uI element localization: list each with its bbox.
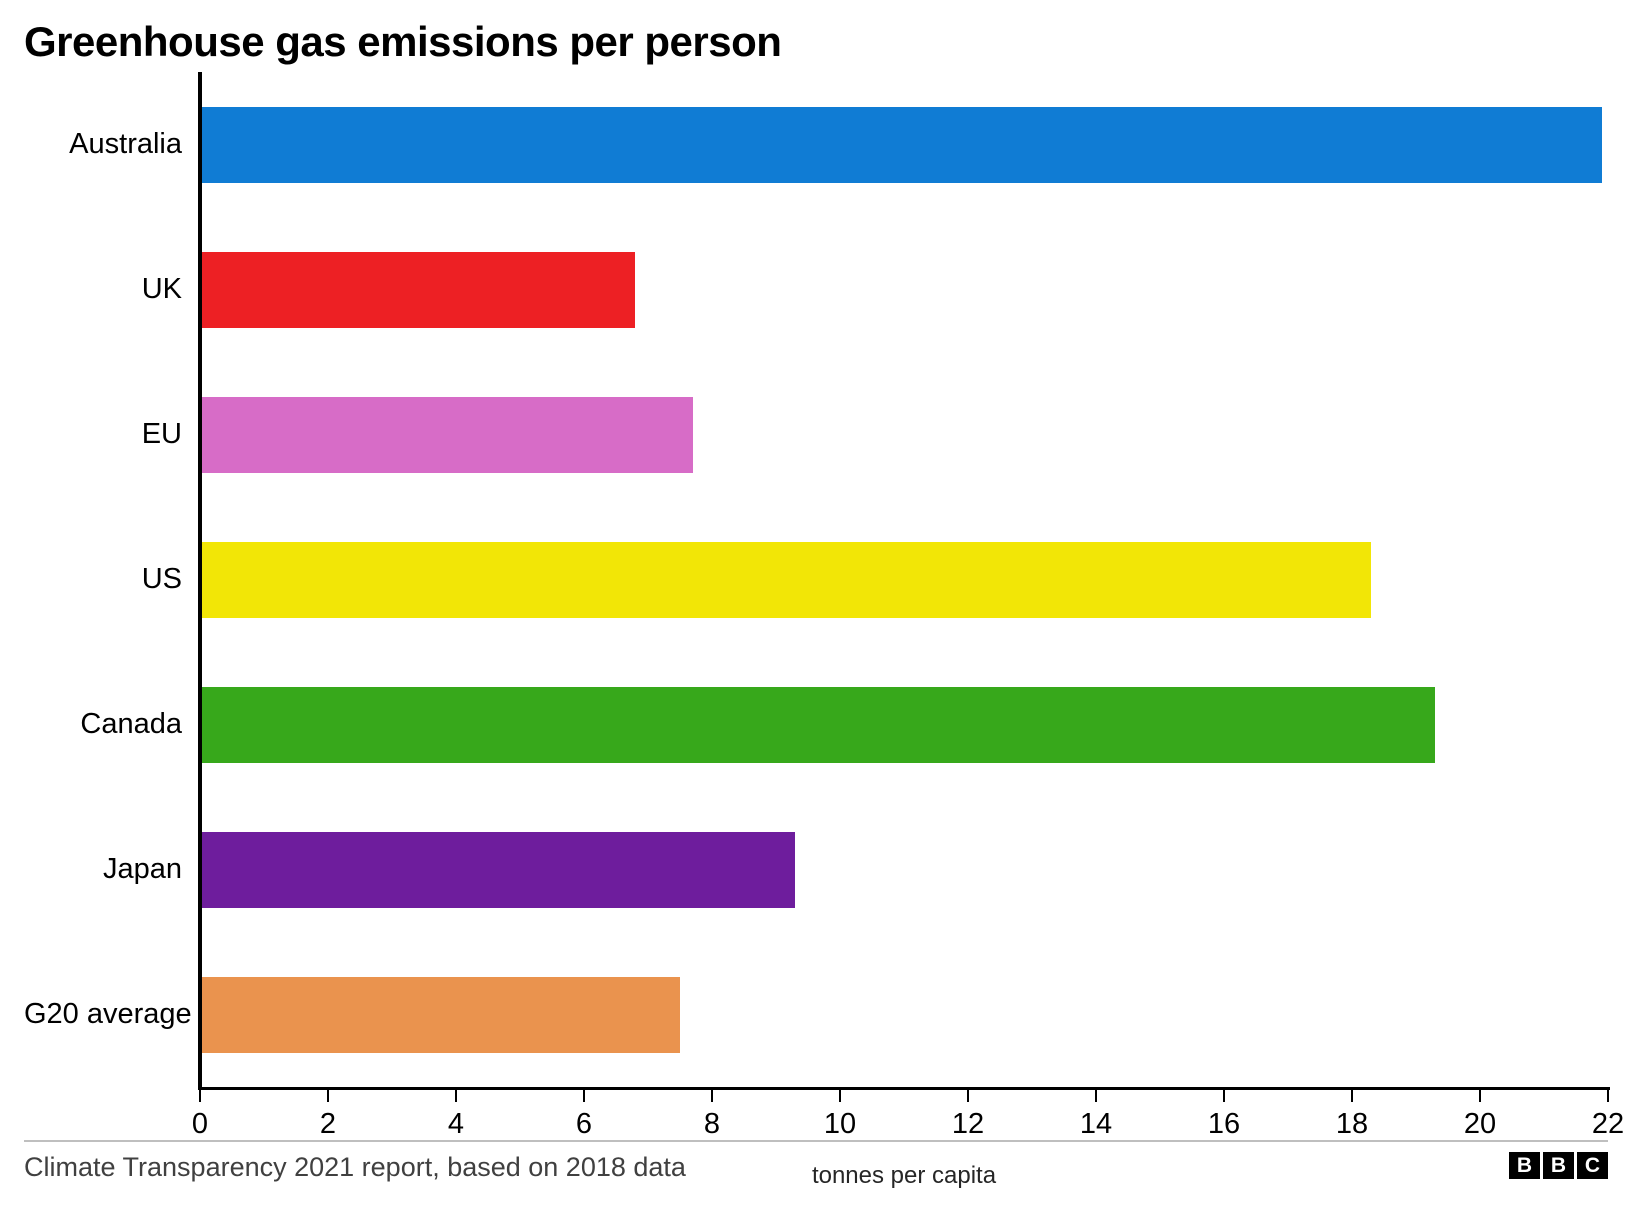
x-tick-label: 22 [1592,1108,1624,1141]
bar-row: Japan [24,797,1608,942]
category-label: G20 average [24,998,200,1031]
category-label: US [24,563,200,596]
category-label: UK [24,273,200,306]
x-tick-mark [199,1090,201,1102]
bar [200,687,1435,763]
x-tick-mark [839,1090,841,1102]
x-tick-label: 0 [192,1108,208,1141]
x-tick-label: 12 [952,1108,984,1141]
bar [200,397,693,473]
bar-track [200,72,1608,217]
x-tick-labels: 0246810121416182022 [200,1102,1608,1162]
bar-row: Australia [24,72,1608,217]
chart-title: Greenhouse gas emissions per person [24,18,1608,66]
x-tick-mark [967,1090,969,1102]
bar-track [200,797,1608,942]
x-tick-label: 20 [1464,1108,1496,1141]
bar-row: UK [24,217,1608,362]
plot-area: AustraliaUKEUUSCanadaJapanG20 average 02… [24,72,1608,1122]
x-tick-label: 8 [704,1108,720,1141]
bar [200,107,1602,183]
bar-row: G20 average [24,942,1608,1087]
y-axis-line [198,72,202,1087]
x-tick-marks [200,1090,1608,1102]
x-tick-mark [455,1090,457,1102]
x-tick-mark [1607,1090,1609,1102]
category-label: Japan [24,853,200,886]
x-tick-label: 10 [824,1108,856,1141]
bar-track [200,652,1608,797]
bar-track [200,362,1608,507]
x-tick-label: 16 [1208,1108,1240,1141]
x-axis-label: tonnes per capita [200,1162,1608,1190]
x-tick-mark [1223,1090,1225,1102]
bar [200,542,1371,618]
x-tick-mark [583,1090,585,1102]
bar-track [200,942,1608,1087]
x-tick-mark [1351,1090,1353,1102]
category-label: Australia [24,128,200,161]
x-tick-label: 18 [1336,1108,1368,1141]
x-tick-mark [1479,1090,1481,1102]
bar-track [200,217,1608,362]
bar [200,977,680,1053]
x-tick-label: 14 [1080,1108,1112,1141]
bar-rows: Australia UK EU US Canada Japan G20 average [24,72,1608,1087]
bar-row: EU [24,362,1608,507]
bar [200,832,795,908]
x-tick-label: 2 [320,1108,336,1141]
bar [200,252,635,328]
category-label: EU [24,418,200,451]
x-tick-mark [327,1090,329,1102]
x-tick-label: 4 [448,1108,464,1141]
bar-row: US [24,507,1608,652]
x-tick-mark [711,1090,713,1102]
bar-row: Canada [24,652,1608,797]
chart-container: Greenhouse gas emissions per person Aust… [0,0,1632,1222]
bar-track [200,507,1608,652]
x-tick-mark [1095,1090,1097,1102]
category-label: Canada [24,708,200,741]
x-tick-label: 6 [576,1108,592,1141]
